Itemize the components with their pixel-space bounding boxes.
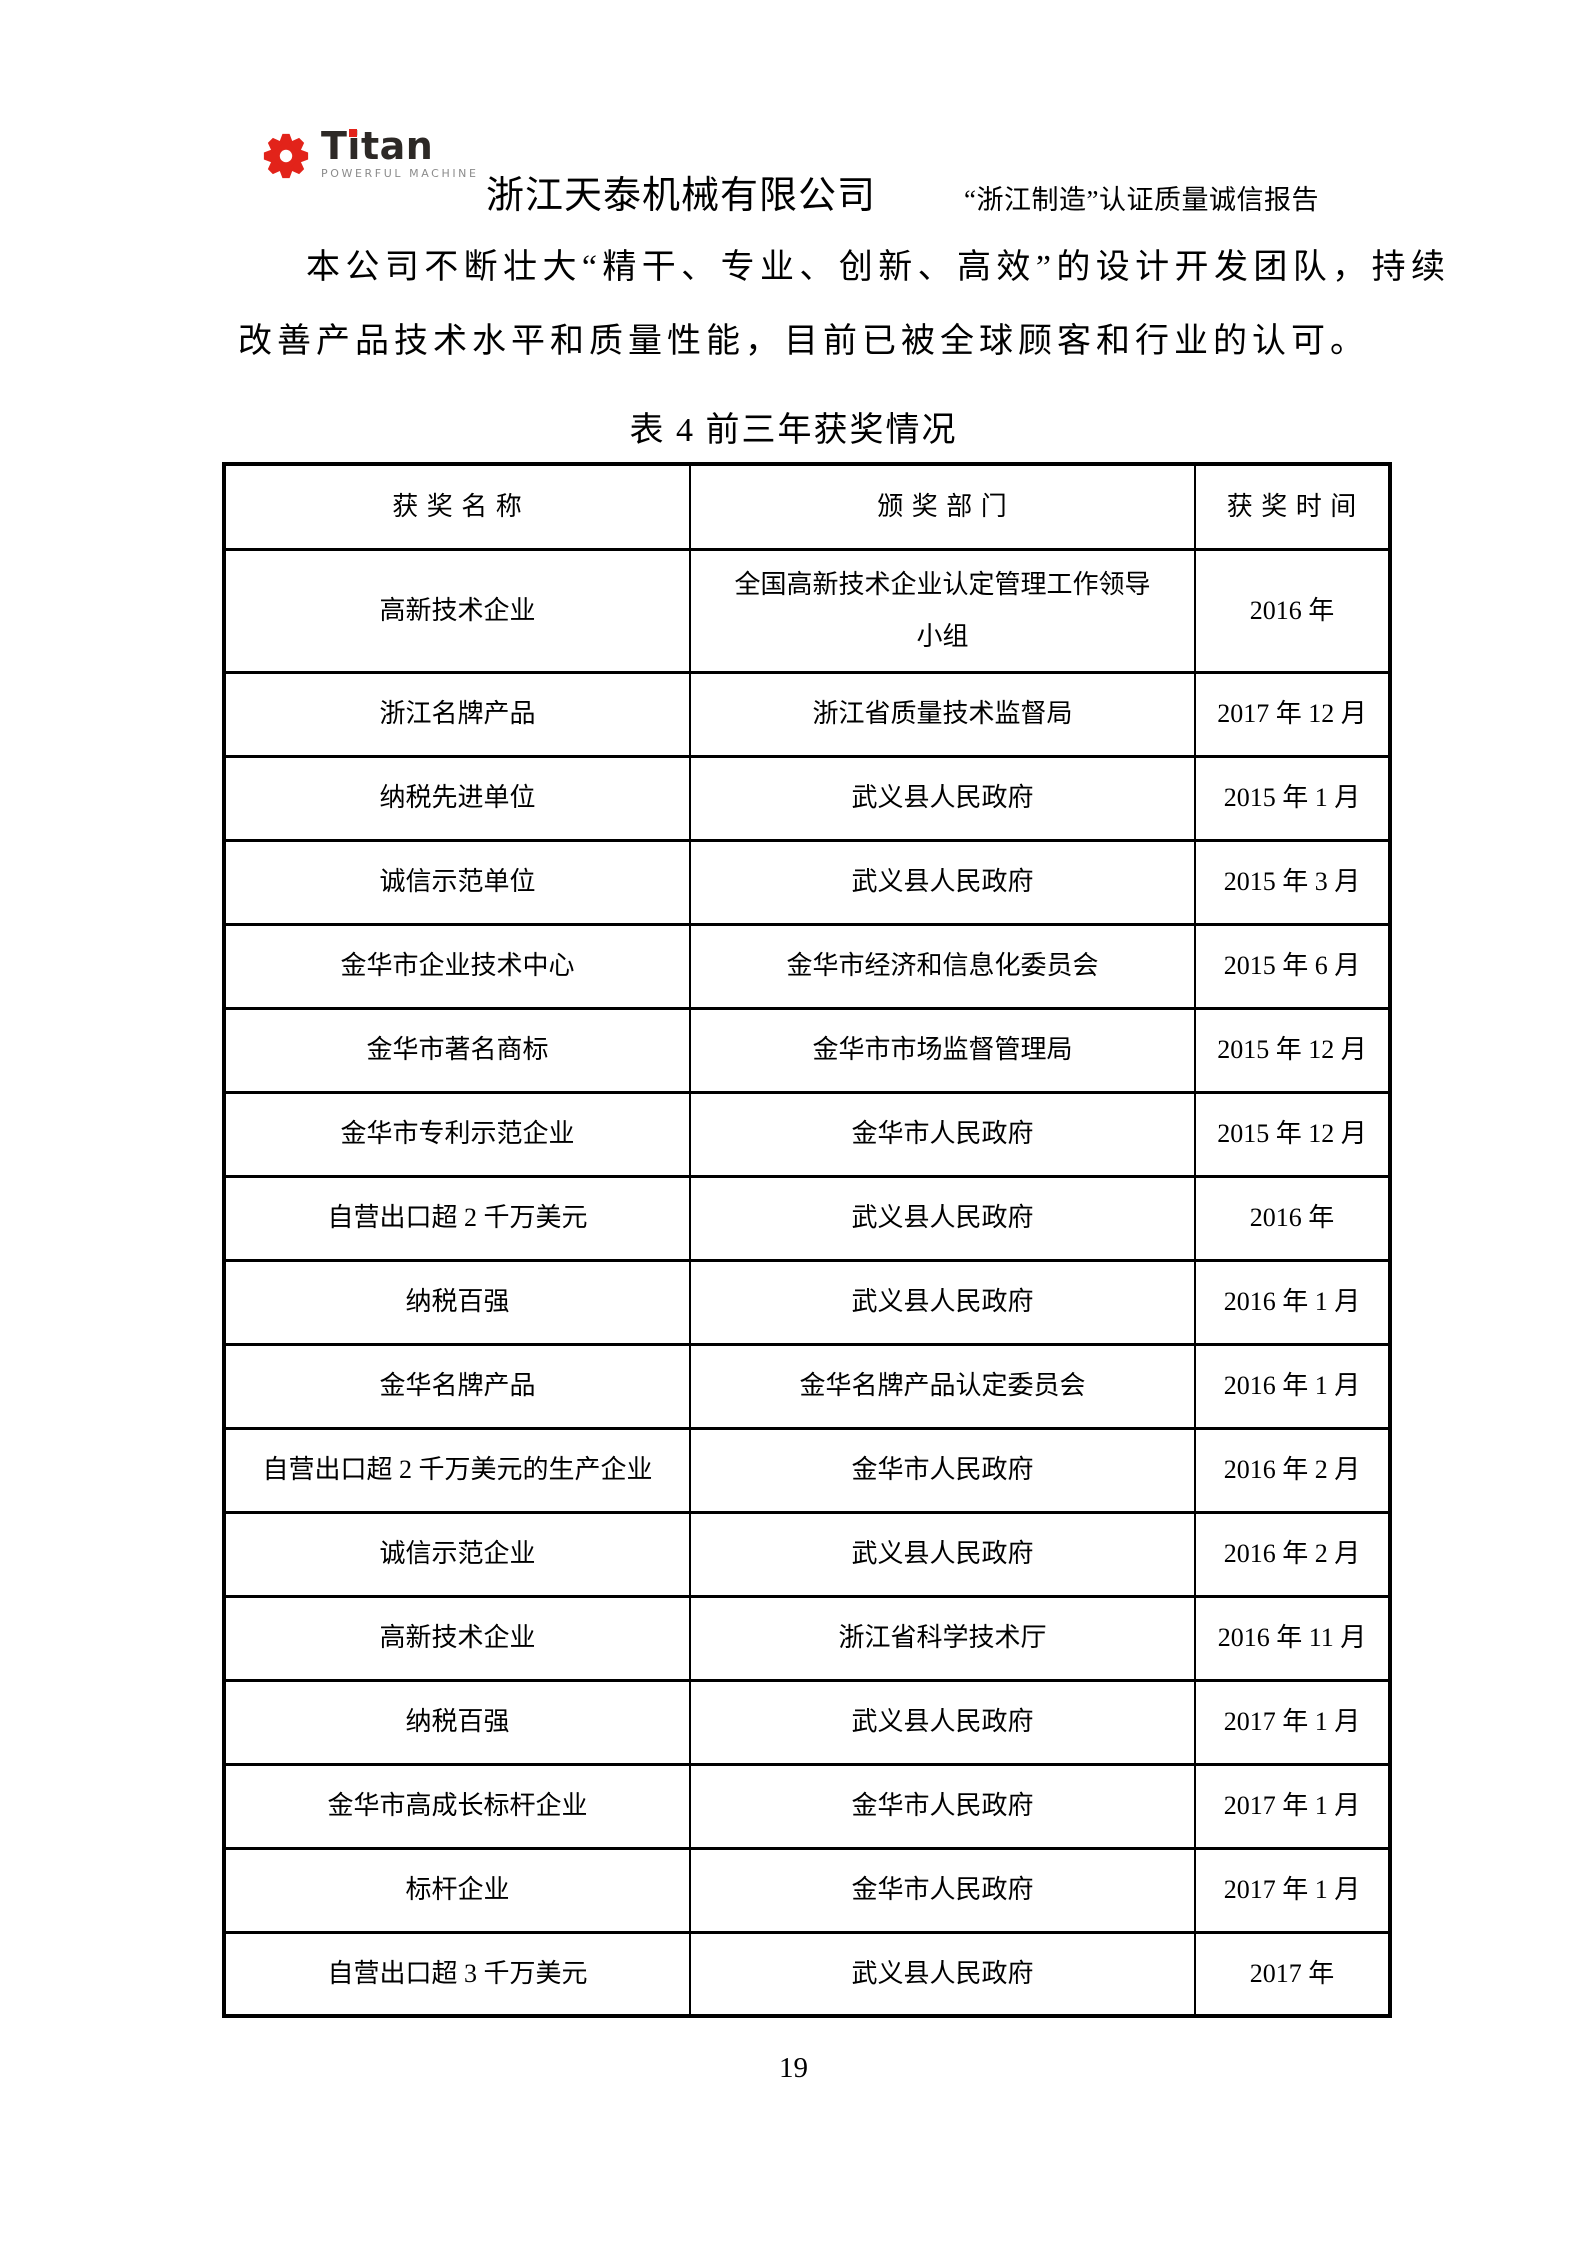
award-name-cell: 高新技术企业 bbox=[223, 1594, 691, 1682]
body-paragraph: 本公司不断壮大“精干、专业、创新、高效”的设计开发团队，持续改善产品技术水平和质… bbox=[238, 249, 1450, 360]
table-row: 标杆企业 金华市人民政府 2017 年 1 月 bbox=[223, 1846, 1391, 1934]
award-name-cell: 金华市企业技术中心 bbox=[223, 922, 691, 1010]
award-department-cell: 金华市人民政府 bbox=[689, 1090, 1196, 1178]
report-title: “浙江制造”认证质量诚信报告 bbox=[964, 185, 1319, 215]
award-name-cell: 浙江名牌产品 bbox=[223, 670, 691, 758]
brand-tagline: POWERFUL MACHINE bbox=[321, 167, 479, 180]
award-department-cell: 金华名牌产品认定委员会 bbox=[689, 1342, 1196, 1430]
award-department-cell: 金华市经济和信息化委员会 bbox=[689, 922, 1196, 1010]
award-department-cell: 金华市人民政府 bbox=[689, 1846, 1196, 1934]
header-award-name: 获 奖 名 称 bbox=[223, 462, 691, 551]
awards-table: 获 奖 名 称 颁 奖 部 门 获 奖 时 间 高新技术企业 全国高新技术企业认… bbox=[222, 462, 1392, 2018]
award-name-cell: 纳税先进单位 bbox=[223, 754, 691, 842]
page-number: 19 bbox=[779, 2052, 808, 2084]
award-name-cell: 纳税百强 bbox=[223, 1258, 691, 1346]
table-row: 纳税先进单位 武义县人民政府 2015 年 1 月 bbox=[223, 754, 1391, 842]
award-time-cell: 2015 年 12 月 bbox=[1194, 1006, 1391, 1094]
table-row: 自营出口超 2 千万美元的生产企业 金华市人民政府 2016 年 2 月 bbox=[223, 1426, 1391, 1514]
table-row: 自营出口超 2 千万美元 武义县人民政府 2016 年 bbox=[223, 1174, 1391, 1262]
company-logo: Titan POWERFUL MACHINE bbox=[263, 127, 479, 182]
award-name-cell: 诚信示范企业 bbox=[223, 1510, 691, 1598]
award-department-cell: 武义县人民政府 bbox=[689, 1930, 1196, 2018]
award-time-cell: 2016 年 bbox=[1194, 547, 1391, 674]
award-time-cell: 2016 年 1 月 bbox=[1194, 1258, 1391, 1346]
table-row: 金华市著名商标 金华市市场监督管理局 2015 年 12 月 bbox=[223, 1006, 1391, 1094]
table-row: 自营出口超 3 千万美元 武义县人民政府 2017 年 bbox=[223, 1930, 1391, 2018]
table-caption: 表 4 前三年获奖情况 bbox=[629, 412, 958, 449]
award-department-cell: 武义县人民政府 bbox=[689, 1510, 1196, 1598]
table-row: 金华名牌产品 金华名牌产品认定委员会 2016 年 1 月 bbox=[223, 1342, 1391, 1430]
award-name-cell: 金华市专利示范企业 bbox=[223, 1090, 691, 1178]
award-name-cell: 自营出口超 2 千万美元的生产企业 bbox=[223, 1426, 691, 1514]
award-department-cell: 全国高新技术企业认定管理工作领导小组 bbox=[689, 547, 1196, 674]
award-name-cell: 金华市高成长标杆企业 bbox=[223, 1762, 691, 1850]
award-department-cell: 浙江省质量技术监督局 bbox=[689, 670, 1196, 758]
award-time-cell: 2016 年 2 月 bbox=[1194, 1426, 1391, 1514]
table-row: 诚信示范企业 武义县人民政府 2016 年 2 月 bbox=[223, 1510, 1391, 1598]
award-time-cell: 2016 年 bbox=[1194, 1174, 1391, 1262]
award-name-cell: 自营出口超 2 千万美元 bbox=[223, 1174, 691, 1262]
table-row: 高新技术企业 全国高新技术企业认定管理工作领导小组 2016 年 bbox=[223, 547, 1391, 674]
award-department-cell: 武义县人民政府 bbox=[689, 838, 1196, 926]
table-row: 诚信示范单位 武义县人民政府 2015 年 3 月 bbox=[223, 838, 1391, 926]
brand-name: Titan bbox=[321, 127, 479, 165]
award-name-cell: 高新技术企业 bbox=[223, 547, 691, 674]
award-time-cell: 2015 年 1 月 bbox=[1194, 754, 1391, 842]
table-row: 浙江名牌产品 浙江省质量技术监督局 2017 年 12 月 bbox=[223, 670, 1391, 758]
award-name-cell: 标杆企业 bbox=[223, 1846, 691, 1934]
award-department-cell: 武义县人民政府 bbox=[689, 1174, 1196, 1262]
award-time-cell: 2016 年 11 月 bbox=[1194, 1594, 1391, 1682]
table-header-row: 获 奖 名 称 颁 奖 部 门 获 奖 时 间 bbox=[223, 462, 1391, 551]
award-time-cell: 2015 年 6 月 bbox=[1194, 922, 1391, 1010]
header-award-department: 颁 奖 部 门 bbox=[689, 462, 1196, 551]
company-name: 浙江天泰机械有限公司 bbox=[486, 175, 877, 217]
brand-text: Titan POWERFUL MACHINE bbox=[321, 127, 479, 180]
table-row: 金华市专利示范企业 金华市人民政府 2015 年 12 月 bbox=[223, 1090, 1391, 1178]
award-name-cell: 纳税百强 bbox=[223, 1678, 691, 1766]
award-department-cell: 浙江省科学技术厅 bbox=[689, 1594, 1196, 1682]
award-department-cell: 金华市人民政府 bbox=[689, 1762, 1196, 1850]
gear-icon bbox=[263, 133, 309, 179]
award-department-cell: 武义县人民政府 bbox=[689, 1258, 1196, 1346]
table-row: 纳税百强 武义县人民政府 2016 年 1 月 bbox=[223, 1258, 1391, 1346]
award-department-cell: 金华市人民政府 bbox=[689, 1426, 1196, 1514]
table-row: 金华市高成长标杆企业 金华市人民政府 2017 年 1 月 bbox=[223, 1762, 1391, 1850]
award-time-cell: 2015 年 12 月 bbox=[1194, 1090, 1391, 1178]
award-time-cell: 2017 年 1 月 bbox=[1194, 1678, 1391, 1766]
award-department-cell: 武义县人民政府 bbox=[689, 754, 1196, 842]
award-time-cell: 2016 年 1 月 bbox=[1194, 1342, 1391, 1430]
award-name-cell: 金华市著名商标 bbox=[223, 1006, 691, 1094]
award-time-cell: 2016 年 2 月 bbox=[1194, 1510, 1391, 1598]
table-row: 高新技术企业 浙江省科学技术厅 2016 年 11 月 bbox=[223, 1594, 1391, 1682]
award-department-cell: 武义县人民政府 bbox=[689, 1678, 1196, 1766]
award-name-cell: 诚信示范单位 bbox=[223, 838, 691, 926]
award-time-cell: 2017 年 bbox=[1194, 1930, 1391, 2018]
award-time-cell: 2017 年 1 月 bbox=[1194, 1846, 1391, 1934]
table-row: 金华市企业技术中心 金华市经济和信息化委员会 2015 年 6 月 bbox=[223, 922, 1391, 1010]
award-department-cell: 金华市市场监督管理局 bbox=[689, 1006, 1196, 1094]
award-time-cell: 2015 年 3 月 bbox=[1194, 838, 1391, 926]
award-name-cell: 自营出口超 3 千万美元 bbox=[223, 1930, 691, 2018]
table-row: 纳税百强 武义县人民政府 2017 年 1 月 bbox=[223, 1678, 1391, 1766]
award-time-cell: 2017 年 12 月 bbox=[1194, 670, 1391, 758]
award-name-cell: 金华名牌产品 bbox=[223, 1342, 691, 1430]
award-time-cell: 2017 年 1 月 bbox=[1194, 1762, 1391, 1850]
header-award-time: 获 奖 时 间 bbox=[1194, 462, 1391, 551]
